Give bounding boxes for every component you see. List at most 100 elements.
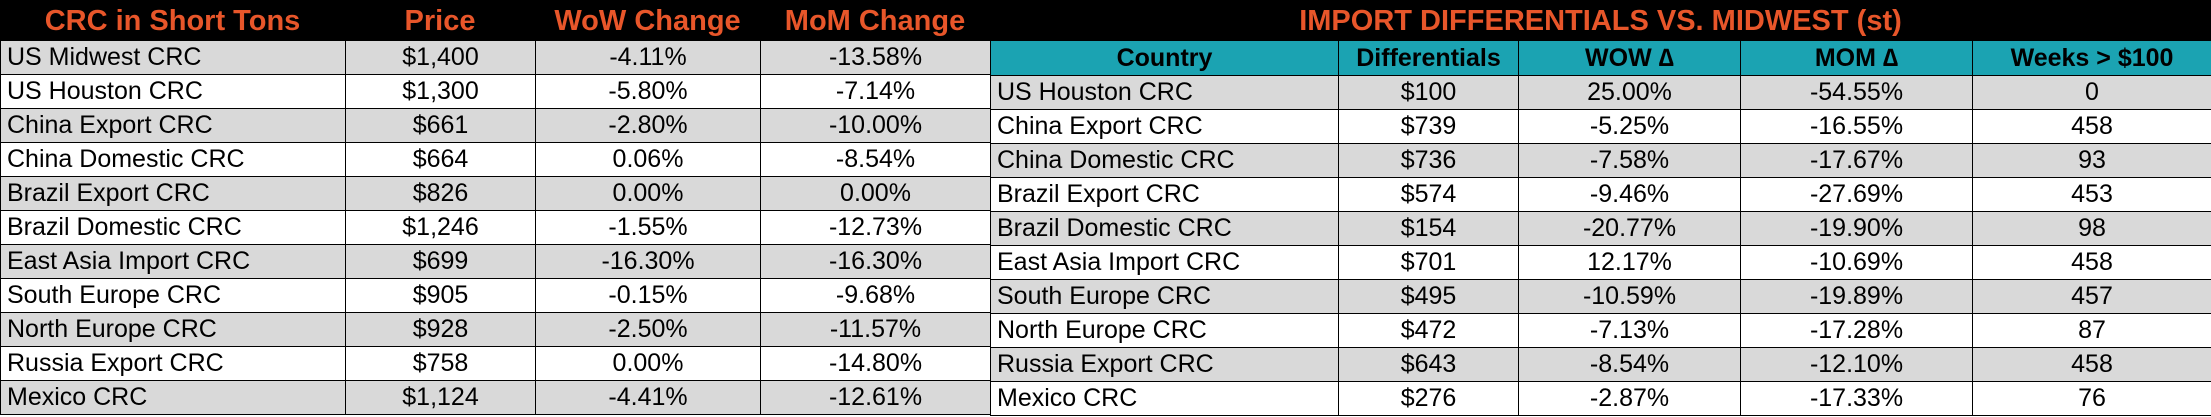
country-name: Mexico CRC <box>990 381 1339 416</box>
table-row: East Asia Import CRC $699 -16.30% -16.30… <box>0 244 991 279</box>
differential-cell: $643 <box>1338 347 1519 382</box>
differential-cell: $495 <box>1338 279 1519 314</box>
price-cell: $661 <box>345 108 536 143</box>
table-row: South Europe CRC $905 -0.15% -9.68% <box>0 278 991 313</box>
product-name: North Europe CRC <box>0 312 346 347</box>
wow-cell: 0.00% <box>535 176 761 211</box>
mom-cell: 0.00% <box>760 176 991 211</box>
mom-cell: -10.69% <box>1740 245 1973 280</box>
country-name: China Export CRC <box>990 109 1339 144</box>
mom-cell: -11.57% <box>760 312 991 347</box>
country-name: China Domestic CRC <box>990 143 1339 178</box>
mom-cell: -13.58% <box>760 40 991 75</box>
mom-cell: -16.55% <box>1740 109 1973 144</box>
differential-cell: $701 <box>1338 245 1519 280</box>
mom-cell: -12.10% <box>1740 347 1973 382</box>
mom-cell: -10.00% <box>760 108 991 143</box>
price-cell: $1,124 <box>345 380 536 415</box>
wow-cell: -9.46% <box>1518 177 1741 212</box>
differential-cell: $574 <box>1338 177 1519 212</box>
table-row: Brazil Export CRC $826 0.00% 0.00% <box>0 176 991 211</box>
product-name: Brazil Export CRC <box>0 176 346 211</box>
wow-cell: -4.41% <box>535 380 761 415</box>
differential-cell: $100 <box>1338 75 1519 110</box>
mom-cell: -17.33% <box>1740 381 1973 416</box>
left-header-mom: MoM Change <box>784 5 966 37</box>
wow-cell: -7.13% <box>1518 313 1741 348</box>
price-cell: $1,400 <box>345 40 536 75</box>
differential-cell: $472 <box>1338 313 1519 348</box>
right-title: IMPORT DIFFERENTIALS VS. MIDWEST (st) <box>1299 5 1902 37</box>
left-header-bar <box>0 0 990 40</box>
country-name: Brazil Domestic CRC <box>990 211 1339 246</box>
wow-cell: -2.87% <box>1518 381 1741 416</box>
wow-cell: -5.25% <box>1518 109 1741 144</box>
product-name: US Houston CRC <box>0 74 346 109</box>
country-name: Russia Export CRC <box>990 347 1339 382</box>
table-row: Russia Export CRC $758 0.00% -14.80% <box>0 346 991 381</box>
mom-cell: -17.28% <box>1740 313 1973 348</box>
table-row: North Europe CRC $472 -7.13% -17.28% 87 <box>990 313 2211 348</box>
wow-cell: -10.59% <box>1518 279 1741 314</box>
table-row: US Midwest CRC $1,400 -4.11% -13.58% <box>0 40 991 75</box>
price-cell: $826 <box>345 176 536 211</box>
wow-cell: -4.11% <box>535 40 761 75</box>
price-cell: $758 <box>345 346 536 381</box>
mom-cell: -12.61% <box>760 380 991 415</box>
wow-cell: -8.54% <box>1518 347 1741 382</box>
differential-cell: $736 <box>1338 143 1519 178</box>
mom-cell: -16.30% <box>760 244 991 279</box>
table-row: US Houston CRC $100 25.00% -54.55% 0 <box>990 75 2211 110</box>
weeks-cell: 93 <box>1972 143 2211 178</box>
product-name: Brazil Domestic CRC <box>0 210 346 245</box>
mom-cell: -19.89% <box>1740 279 1973 314</box>
price-cell: $699 <box>345 244 536 279</box>
mom-cell: -19.90% <box>1740 211 1973 246</box>
mom-cell: -12.73% <box>760 210 991 245</box>
table-row: Brazil Domestic CRC $1,246 -1.55% -12.73… <box>0 210 991 245</box>
product-name: China Domestic CRC <box>0 142 346 177</box>
wow-cell: -2.80% <box>535 108 761 143</box>
country-name: Brazil Export CRC <box>990 177 1339 212</box>
table-row: Russia Export CRC $643 -8.54% -12.10% 45… <box>990 347 2211 382</box>
wow-cell: -7.58% <box>1518 143 1741 178</box>
price-cell: $905 <box>345 278 536 313</box>
mom-cell: -17.67% <box>1740 143 1973 178</box>
differential-cell: $739 <box>1338 109 1519 144</box>
country-name: South Europe CRC <box>990 279 1339 314</box>
weeks-cell: 458 <box>1972 109 2211 144</box>
weeks-cell: 458 <box>1972 245 2211 280</box>
header-mom-delta: MOM ∆ <box>1740 40 1973 76</box>
differential-cell: $276 <box>1338 381 1519 416</box>
left-header-product: CRC in Short Tons <box>44 5 301 37</box>
wow-cell: 0.00% <box>535 346 761 381</box>
product-name: Mexico CRC <box>0 380 346 415</box>
country-name: East Asia Import CRC <box>990 245 1339 280</box>
header-wow-delta: WOW ∆ <box>1518 40 1741 76</box>
table-row: China Export CRC $661 -2.80% -10.00% <box>0 108 991 143</box>
table-row: South Europe CRC $495 -10.59% -19.89% 45… <box>990 279 2211 314</box>
wow-cell: 25.00% <box>1518 75 1741 110</box>
wow-cell: 12.17% <box>1518 245 1741 280</box>
table-row: China Domestic CRC $664 0.06% -8.54% <box>0 142 991 177</box>
table-row: North Europe CRC $928 -2.50% -11.57% <box>0 312 991 347</box>
wow-cell: -16.30% <box>535 244 761 279</box>
price-cell: $1,300 <box>345 74 536 109</box>
table-row: Mexico CRC $276 -2.87% -17.33% 76 <box>990 381 2211 416</box>
table-row: China Export CRC $739 -5.25% -16.55% 458 <box>990 109 2211 144</box>
mom-cell: -9.68% <box>760 278 991 313</box>
weeks-cell: 457 <box>1972 279 2211 314</box>
product-name: China Export CRC <box>0 108 346 143</box>
mom-cell: -14.80% <box>760 346 991 381</box>
table-row: China Domestic CRC $736 -7.58% -17.67% 9… <box>990 143 2211 178</box>
crc-price-table: US Midwest CRC $1,400 -4.11% -13.58% US … <box>0 40 991 415</box>
wow-cell: -2.50% <box>535 312 761 347</box>
price-cell: $664 <box>345 142 536 177</box>
table-header-row: Country Differentials WOW ∆ MOM ∆ Weeks … <box>990 40 2211 76</box>
country-name: North Europe CRC <box>990 313 1339 348</box>
mom-cell: -8.54% <box>760 142 991 177</box>
mom-cell: -7.14% <box>760 74 991 109</box>
mom-cell: -54.55% <box>1740 75 1973 110</box>
product-name: Russia Export CRC <box>0 346 346 381</box>
mom-cell: -27.69% <box>1740 177 1973 212</box>
